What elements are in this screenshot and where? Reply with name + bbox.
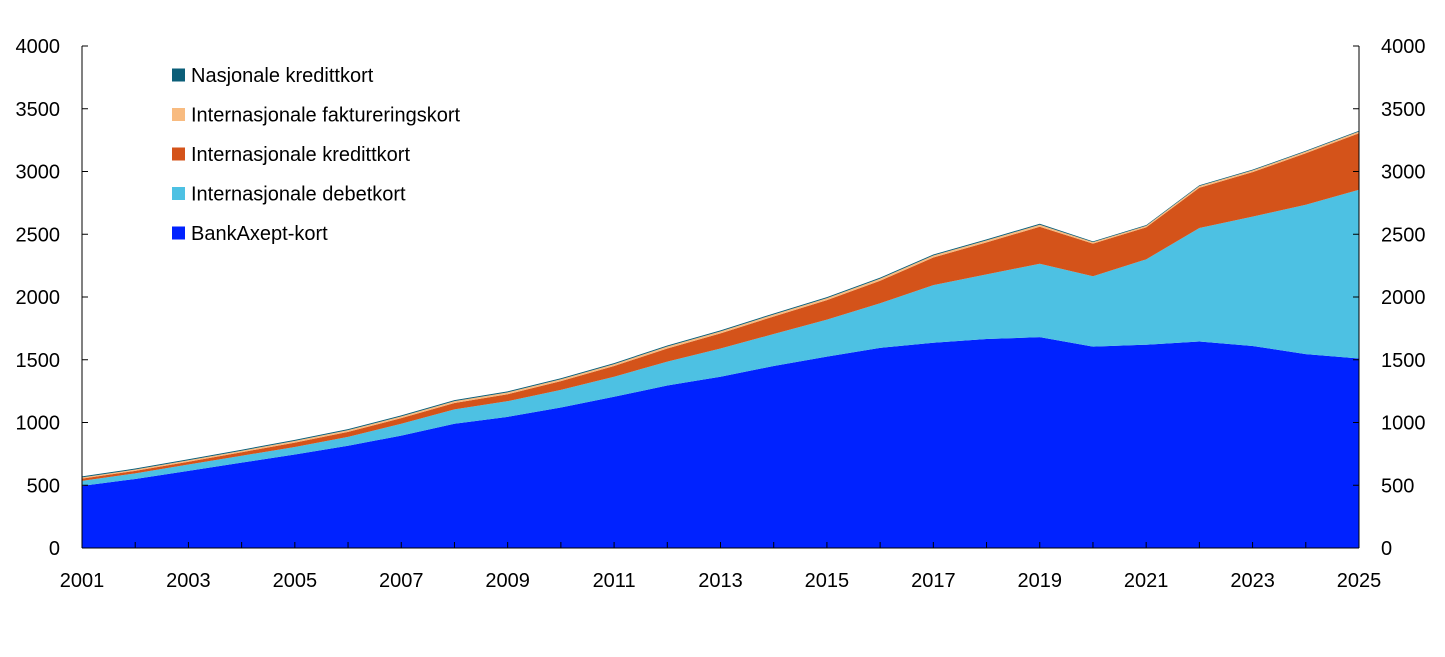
legend-label: Nasjonale kredittkort	[191, 65, 374, 87]
y-tick-label-left: 0	[49, 538, 60, 560]
y-tick-label-right: 3500	[1381, 99, 1426, 121]
y-tick-label-left: 3500	[16, 99, 61, 121]
legend-label: Internasjonale kredittkort	[191, 144, 410, 166]
y-tick-label-left: 2000	[16, 287, 61, 309]
y-tick-label-right: 3000	[1381, 162, 1426, 184]
legend-item-internasjonale-kredittkort: Internasjonale kredittkort	[172, 144, 410, 166]
y-tick-label-left: 1000	[16, 413, 61, 435]
y-tick-label-left: 3000	[16, 162, 61, 184]
x-tick-label: 2013	[698, 570, 743, 592]
y-tick-label-right: 1000	[1381, 413, 1426, 435]
y-tick-label-right: 4000	[1381, 36, 1426, 58]
x-tick-label: 2025	[1337, 570, 1382, 592]
area-bankaxept-kort	[82, 337, 1359, 548]
legend: Nasjonale kredittkort Internasjonale fakt…	[172, 65, 460, 245]
area-internasjonale-debetkort	[82, 189, 1359, 486]
legend-item-nasjonale-kredittkort: Nasjonale kredittkort	[172, 65, 374, 87]
x-tick-label: 2019	[1018, 570, 1063, 592]
legend-label: Internasjonale faktureringskort	[191, 105, 460, 127]
areas-layer	[82, 130, 1359, 548]
x-tick-label: 2005	[273, 570, 318, 592]
x-tick-label: 2003	[166, 570, 211, 592]
x-tick-label: 2007	[379, 570, 424, 592]
y-tick-label-right: 2000	[1381, 287, 1426, 309]
legend-swatch	[172, 187, 185, 200]
x-tick-label: 2009	[485, 570, 530, 592]
x-tick-label: 2021	[1124, 570, 1169, 592]
legend-swatch	[172, 108, 185, 121]
y-tick-label-right: 2500	[1381, 224, 1426, 246]
legend-swatch	[172, 68, 185, 82]
y-tick-label-left: 4000	[16, 36, 61, 58]
x-tick-label: 2023	[1230, 570, 1275, 592]
y-tick-label-left: 1500	[16, 350, 61, 372]
y-tick-label-right: 500	[1381, 475, 1414, 497]
legend-item-internasjonale-faktureringskort: Internasjonale faktureringskort	[172, 105, 460, 127]
legend-item-bankaxept-kort: BankAxept-kort	[172, 223, 328, 245]
y-tick-label-left: 2500	[16, 224, 61, 246]
y-tick-label-right: 0	[1381, 538, 1392, 560]
legend-label: Internasjonale debetkort	[191, 184, 406, 206]
y-tick-label-right: 1500	[1381, 350, 1426, 372]
legend-swatch	[172, 226, 185, 240]
legend-item-internasjonale-debetkort: Internasjonale debetkort	[172, 184, 406, 206]
legend-label: BankAxept-kort	[191, 223, 328, 245]
y-tick-label-left: 500	[27, 475, 60, 497]
x-tick-label: 2001	[60, 570, 105, 592]
x-tick-label: 2011	[593, 570, 636, 592]
x-tick-label: 2015	[805, 570, 850, 592]
x-tick-label: 2017	[911, 570, 956, 592]
legend-swatch	[172, 147, 185, 161]
axes-layer: 0 0 500 500 1000 1000 1500 1500 2000 2000 2500 2500…	[16, 36, 1426, 592]
